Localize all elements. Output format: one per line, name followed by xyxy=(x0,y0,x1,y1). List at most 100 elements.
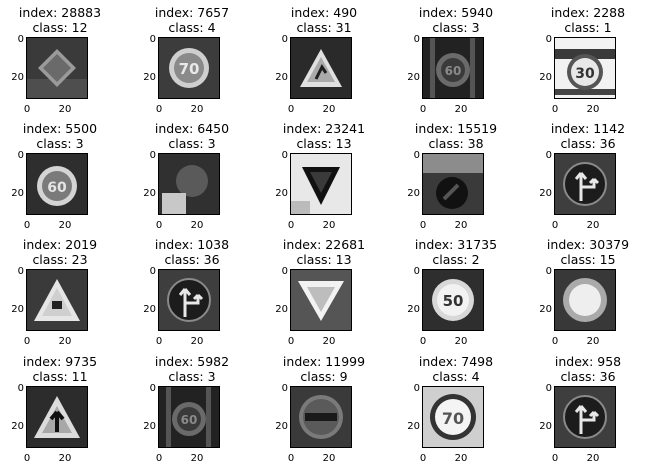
svg-text:60: 60 xyxy=(445,64,462,78)
x-tick-label: 0 xyxy=(155,220,163,231)
y-tick-label: 20 xyxy=(407,188,420,199)
x-tick-label: 20 xyxy=(58,220,72,231)
traffic-sign-image: 60 xyxy=(158,386,220,448)
image-panel: index: 31735 class: 2 50 0 20 0 20 xyxy=(396,232,516,348)
traffic-sign-image xyxy=(290,269,352,331)
x-tick-label: 20 xyxy=(586,453,600,464)
x-tick-label: 0 xyxy=(287,104,295,115)
y-tick-label: 0 xyxy=(413,266,420,277)
y-tick-label: 0 xyxy=(545,150,552,161)
y-tick-label: 20 xyxy=(11,304,24,315)
y-tick-label: 20 xyxy=(275,304,288,315)
svg-text:60: 60 xyxy=(181,413,198,427)
image-panel: index: 958 class: 36 0 20 0 20 xyxy=(528,349,648,465)
panel-index-label: index: 5500 xyxy=(22,121,98,136)
traffic-sign-image: 60 xyxy=(422,37,484,99)
y-tick-label: 0 xyxy=(17,266,24,277)
image-panel: index: 7498 class: 4 70 0 20 0 20 xyxy=(396,349,516,465)
y-tick-label: 0 xyxy=(413,34,420,45)
y-tick-label: 20 xyxy=(143,421,156,432)
image-panel: index: 23241 class: 13 0 20 0 20 xyxy=(264,116,384,232)
y-tick-label: 0 xyxy=(281,34,288,45)
traffic-sign-image xyxy=(290,386,352,448)
panel-class-label: class: 3 xyxy=(168,136,216,151)
traffic-sign-image xyxy=(422,153,484,215)
y-tick-label: 0 xyxy=(545,34,552,45)
traffic-sign-image xyxy=(290,153,352,215)
y-tick-label: 20 xyxy=(407,304,420,315)
x-tick-label: 20 xyxy=(586,220,600,231)
x-tick-label: 0 xyxy=(287,220,295,231)
image-panel: index: 5940 class: 3 60 0 20 0 20 xyxy=(396,0,516,116)
traffic-sign-image xyxy=(26,37,88,99)
traffic-sign-image xyxy=(554,269,616,331)
x-tick-label: 20 xyxy=(58,104,72,115)
panel-class-label: class: 13 xyxy=(296,252,352,267)
x-tick-label: 0 xyxy=(155,453,163,464)
traffic-sign-image xyxy=(158,269,220,331)
panel-class-label: class: 12 xyxy=(32,20,88,35)
panel-index-label: index: 1142 xyxy=(550,121,626,136)
y-tick-label: 0 xyxy=(149,266,156,277)
x-tick-label: 20 xyxy=(58,453,72,464)
panel-index-label: index: 6450 xyxy=(154,121,230,136)
x-tick-label: 0 xyxy=(23,220,31,231)
x-tick-label: 0 xyxy=(551,220,559,231)
y-tick-label: 20 xyxy=(11,188,24,199)
panel-index-label: index: 11999 xyxy=(282,354,366,369)
panel-index-label: index: 7498 xyxy=(418,354,494,369)
y-tick-label: 20 xyxy=(143,188,156,199)
y-tick-label: 20 xyxy=(143,72,156,83)
y-tick-label: 0 xyxy=(281,383,288,394)
svg-text:50: 50 xyxy=(443,292,464,310)
image-panel: index: 1038 class: 36 0 20 0 20 xyxy=(132,232,252,348)
x-tick-label: 20 xyxy=(454,220,468,231)
panel-class-label: class: 2 xyxy=(432,252,480,267)
x-tick-label: 20 xyxy=(454,104,468,115)
traffic-sign-image: 50 xyxy=(422,269,484,331)
y-tick-label: 20 xyxy=(11,72,24,83)
panel-class-label: class: 11 xyxy=(32,369,88,384)
panel-index-label: index: 23241 xyxy=(282,121,366,136)
x-tick-label: 0 xyxy=(287,336,295,347)
image-panel: index: 11999 class: 9 0 20 0 20 xyxy=(264,349,384,465)
panel-class-label: class: 36 xyxy=(560,369,616,384)
x-tick-label: 20 xyxy=(190,336,204,347)
image-panel: index: 490 class: 31 0 20 0 20 xyxy=(264,0,384,116)
traffic-sign-image xyxy=(158,153,220,215)
x-tick-label: 0 xyxy=(23,453,31,464)
x-tick-label: 0 xyxy=(287,453,295,464)
traffic-sign-image: 60 xyxy=(26,153,88,215)
x-tick-label: 20 xyxy=(586,336,600,347)
panel-index-label: index: 5940 xyxy=(418,5,494,20)
panel-index-label: index: 958 xyxy=(554,354,622,369)
traffic-sign-image: 70 xyxy=(158,37,220,99)
panel-index-label: index: 30379 xyxy=(546,237,630,252)
traffic-sign-image: 70 xyxy=(422,386,484,448)
panel-class-label: class: 36 xyxy=(560,136,616,151)
x-tick-label: 0 xyxy=(551,336,559,347)
panel-class-label: class: 3 xyxy=(36,136,84,151)
svg-text:30: 30 xyxy=(575,66,595,82)
y-tick-label: 0 xyxy=(413,150,420,161)
x-tick-label: 20 xyxy=(322,220,336,231)
panel-class-label: class: 4 xyxy=(432,369,480,384)
y-tick-label: 0 xyxy=(413,383,420,394)
panel-index-label: index: 2288 xyxy=(550,5,626,20)
panel-class-label: class: 9 xyxy=(300,369,348,384)
panel-class-label: class: 38 xyxy=(428,136,484,151)
panel-class-label: class: 31 xyxy=(296,20,352,35)
x-tick-label: 20 xyxy=(58,336,72,347)
traffic-sign-image: 30 xyxy=(554,37,616,99)
x-tick-label: 0 xyxy=(155,336,163,347)
panel-index-label: index: 31735 xyxy=(414,237,498,252)
panel-class-label: class: 15 xyxy=(560,252,616,267)
image-panel: index: 1142 class: 36 0 20 0 20 xyxy=(528,116,648,232)
y-tick-label: 0 xyxy=(281,150,288,161)
y-tick-label: 20 xyxy=(143,304,156,315)
image-panel: index: 28883 class: 12 0 20 0 20 xyxy=(0,0,120,116)
image-panel: index: 5982 class: 3 60 0 20 0 20 xyxy=(132,349,252,465)
image-panel: index: 5500 class: 3 60 0 20 0 20 xyxy=(0,116,120,232)
x-tick-label: 0 xyxy=(419,220,427,231)
